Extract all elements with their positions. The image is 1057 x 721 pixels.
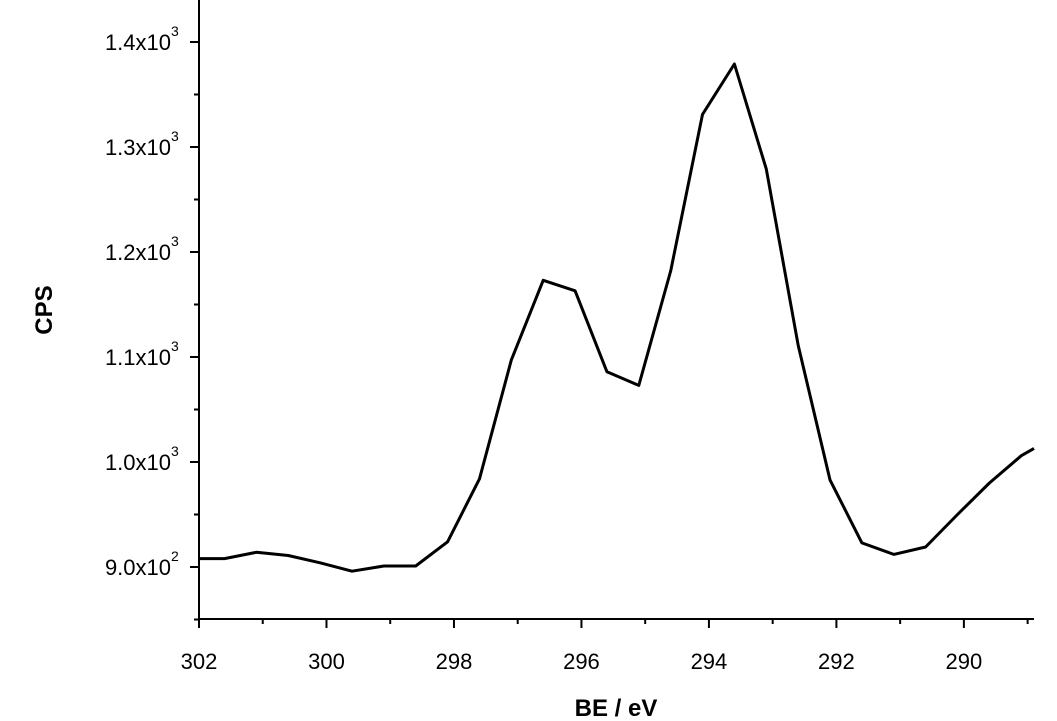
y-tick-label: 1.2x10 (105, 240, 171, 265)
x-tick-label: 294 (691, 649, 728, 674)
y-tick-exponent: 3 (171, 23, 179, 39)
y-tick-label: 1.3x10 (105, 135, 171, 160)
y-ticks: 9.0x10 21.0x10 31.1x10 31.2x10 31.3x10 31.4x1… (105, 23, 199, 621)
x-tick-label: 290 (946, 649, 983, 674)
x-tick-label: 302 (181, 649, 218, 674)
series-group (199, 62, 1035, 573)
y-axis-title: CPS (31, 285, 58, 334)
y-tick-label: 9.0x10 (105, 555, 171, 580)
y-tick-label: 1.0x10 (105, 450, 171, 475)
y-tick-exponent: 3 (171, 128, 179, 144)
series-line (199, 62, 1035, 573)
x-tick-label: 298 (436, 649, 473, 674)
x-ticks: 302 300 298 296 294 292 290 (181, 619, 1029, 674)
x-axis-title: BE / eV (575, 695, 658, 721)
y-tick-label: 1.4x10 (105, 30, 171, 55)
y-tick-exponent: 3 (171, 443, 179, 459)
y-tick-label: 1.1x10 (105, 345, 171, 370)
axes (198, 0, 1034, 620)
x-tick-label: 296 (563, 649, 600, 674)
y-tick-exponent: 2 (171, 548, 179, 564)
y-tick-exponent: 3 (171, 338, 179, 354)
y-tick-exponent: 3 (171, 233, 179, 249)
x-tick-label: 300 (308, 649, 345, 674)
x-tick-label: 292 (818, 649, 855, 674)
